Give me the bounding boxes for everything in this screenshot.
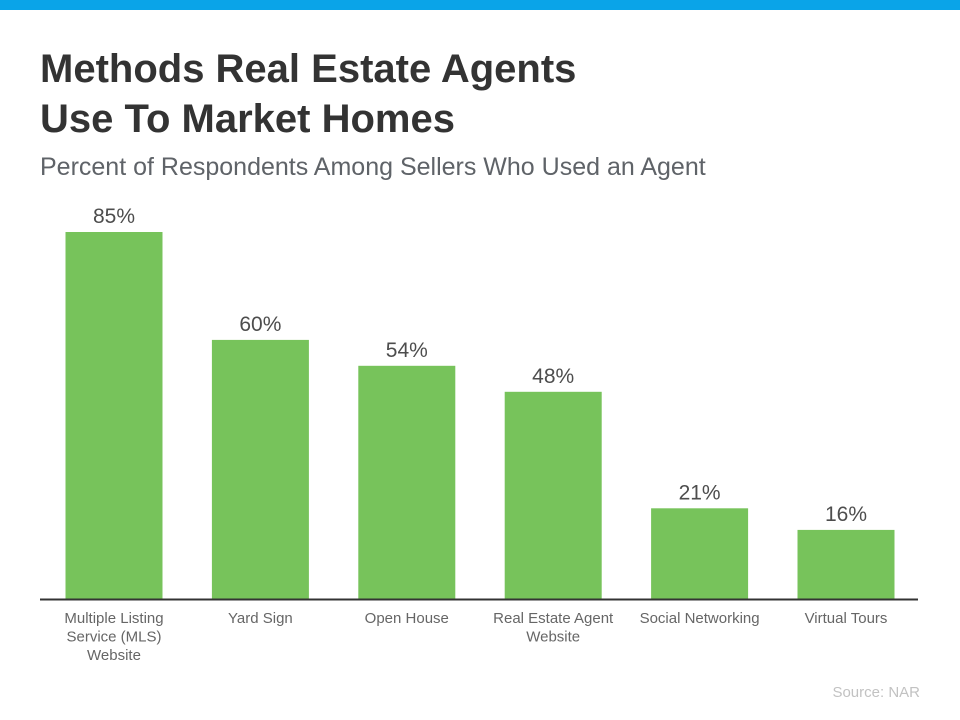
category-label-2: Open House xyxy=(365,610,449,627)
category-label-4: Social Networking xyxy=(640,610,760,627)
value-label-3: 48% xyxy=(532,365,574,388)
top-accent-bar xyxy=(0,0,960,10)
source-note: Source: NAR xyxy=(832,684,920,701)
category-label-line: Service (MLS) xyxy=(66,629,161,646)
category-label-line: Website xyxy=(526,629,580,646)
value-label-1: 60% xyxy=(239,313,281,336)
value-label-4: 21% xyxy=(679,481,721,504)
category-label-line: Open House xyxy=(365,610,449,627)
chart-title-line-2: Use To Market Homes xyxy=(40,97,455,141)
category-label-0: Multiple Listing Service (MLS) Website xyxy=(64,610,163,664)
bar-4 xyxy=(651,508,749,599)
category-label-5: Virtual Tours xyxy=(805,610,888,627)
category-label-line: Social Networking xyxy=(640,610,760,627)
value-label-0: 85% xyxy=(93,205,135,228)
value-label-5: 16% xyxy=(825,503,867,526)
value-label-2: 54% xyxy=(386,339,428,362)
category-label-line: Website xyxy=(87,647,141,664)
chart-title-line-1: Methods Real Estate Agents xyxy=(40,47,577,91)
chart-title: Methods Real Estate Agents Use To Market… xyxy=(40,44,900,144)
chart-subtitle: Percent of Respondents Among Sellers Who… xyxy=(40,153,706,181)
category-label-line: Multiple Listing xyxy=(64,610,163,627)
bar-2 xyxy=(358,365,456,599)
category-label-3: Real Estate Agent Website xyxy=(493,610,614,646)
category-label-line: Yard Sign xyxy=(228,610,293,627)
category-label-1: Yard Sign xyxy=(228,610,293,627)
bar-0 xyxy=(65,232,163,599)
bar-3 xyxy=(504,391,602,599)
category-label-line: Real Estate Agent xyxy=(493,610,614,627)
category-label-line: Virtual Tours xyxy=(805,610,888,627)
bar-1 xyxy=(211,339,309,599)
bar-5 xyxy=(797,529,895,599)
